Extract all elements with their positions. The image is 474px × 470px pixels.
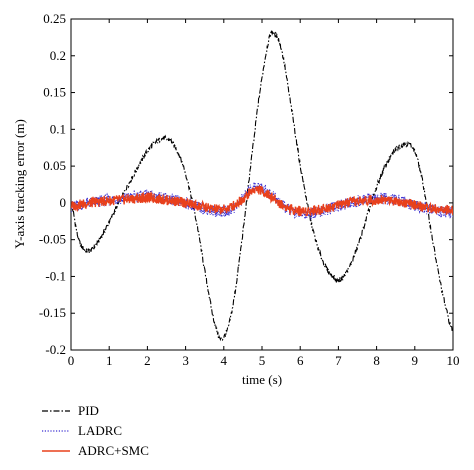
legend-label: PID — [78, 403, 99, 418]
y-tick-label: -0.15 — [39, 305, 66, 320]
x-tick-label: 1 — [106, 353, 113, 368]
x-tick-label: 0 — [68, 353, 75, 368]
y-tick-label: -0.05 — [39, 232, 66, 247]
x-tick-label: 5 — [259, 353, 266, 368]
y-axis: -0.2 -0.15 -0.1 -0.05 0 0.05 0.1 0.15 0.2 0.25 — [39, 11, 453, 357]
y-tick-label: 0.2 — [50, 48, 66, 63]
x-tick-label: 4 — [221, 353, 228, 368]
legend-label: ADRC+SMC — [78, 443, 149, 458]
y-tick-label: 0.1 — [50, 121, 66, 136]
x-axis-title: time (s) — [242, 372, 282, 387]
y-tick-label: 0.15 — [43, 85, 66, 100]
y-tick-label: 0.25 — [43, 11, 66, 26]
x-tick-label: 3 — [182, 353, 189, 368]
y-tick-label: 0.05 — [43, 158, 66, 173]
x-tick-label: 2 — [144, 353, 151, 368]
legend-label: LADRC — [78, 423, 122, 438]
series-layer — [71, 30, 453, 342]
y-tick-label: -0.1 — [45, 268, 66, 283]
x-axis: 0 1 2 3 4 5 6 7 8 9 10 — [68, 19, 460, 368]
legend: PID LADRC ADRC+SMC — [42, 403, 149, 458]
x-tick-label: 6 — [297, 353, 304, 368]
y-axis-title: Y-axis tracking error (m) — [12, 119, 27, 249]
x-tick-label: 10 — [447, 353, 460, 368]
y-tick-label: -0.2 — [45, 342, 66, 357]
series-line-adrc-smc — [71, 184, 453, 217]
x-tick-label: 9 — [412, 353, 419, 368]
series-line-pid — [71, 30, 453, 342]
x-tick-label: 8 — [373, 353, 380, 368]
y-tick-label: 0 — [60, 195, 67, 210]
x-tick-label: 7 — [335, 353, 342, 368]
